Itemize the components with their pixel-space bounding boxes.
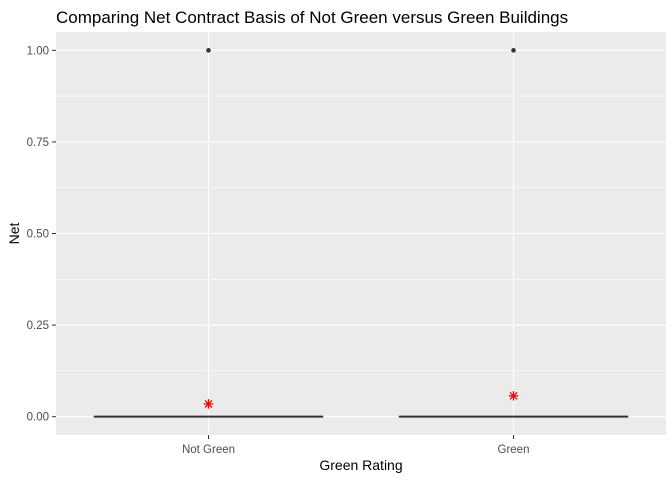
minor-gridlines: [56, 95, 666, 372]
y-axis-ticks: 0.00 0.25 0.50 0.75 1.00: [27, 45, 56, 424]
y-tick-label: 0.00: [27, 412, 49, 424]
major-gridlines: [56, 32, 666, 435]
outlier-point: [511, 48, 516, 53]
chart-title: Comparing Net Contract Basis of Not Gree…: [56, 8, 568, 27]
mean-marker-stroke: [509, 391, 518, 400]
y-tick-label: 0.50: [27, 229, 49, 241]
mean-marker: [508, 390, 519, 401]
x-axis-title: Green Rating: [319, 457, 402, 473]
y-tick-label: 0.75: [27, 137, 49, 149]
outlier-point: [206, 48, 211, 53]
y-axis-title: Net: [6, 223, 22, 245]
boxplot-not-green: [93, 48, 324, 418]
x-tick-label: Not Green: [182, 444, 235, 456]
y-tick-label: 1.00: [27, 45, 49, 57]
mean-marker-stroke: [204, 400, 213, 408]
y-tick-label: 0.25: [27, 320, 49, 332]
mean-marker: [203, 399, 214, 409]
x-axis-ticks: Not Green Green: [182, 435, 530, 456]
x-tick-label: Green: [498, 444, 530, 456]
boxplots: [93, 48, 629, 418]
boxplot-green: [398, 48, 629, 418]
